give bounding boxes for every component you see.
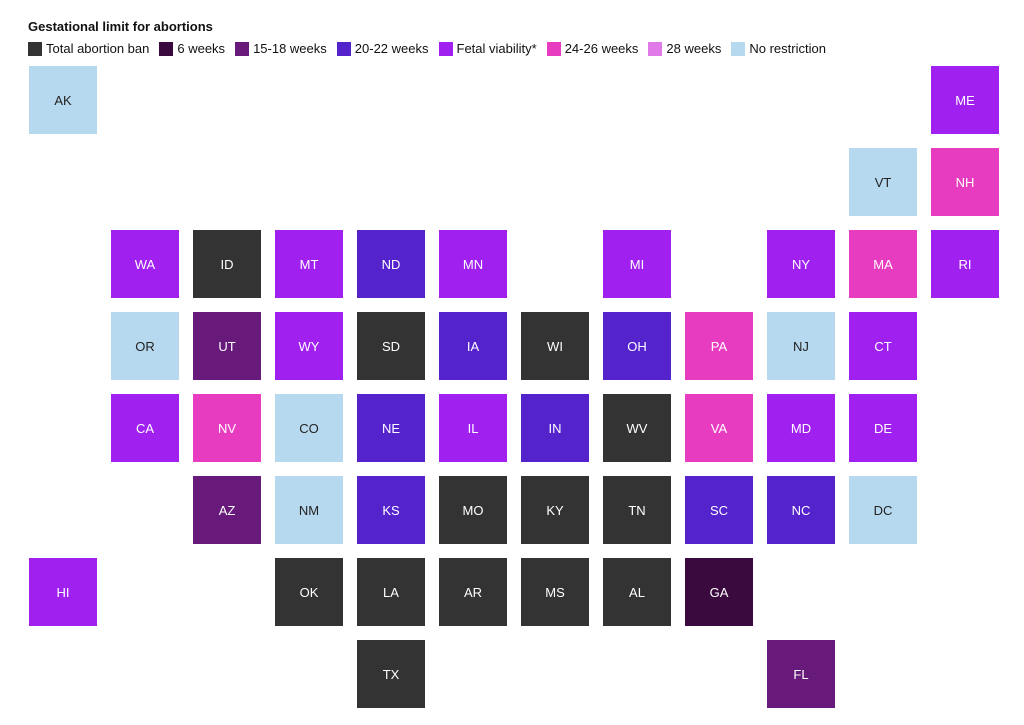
- state-tile-va: VA: [685, 394, 753, 462]
- state-tile-tx: TX: [357, 640, 425, 708]
- legend-swatch-24-26-weeks: [546, 41, 561, 56]
- legend-swatch-fetal-viability: [438, 41, 453, 56]
- state-tile-ia: IA: [439, 312, 507, 380]
- legend-swatch-15-18-weeks: [235, 41, 250, 56]
- state-tile-mt: MT: [275, 230, 343, 298]
- state-tile-nv: NV: [193, 394, 261, 462]
- legend-item-24-26-weeks: 24-26 weeks: [546, 41, 639, 56]
- map-title: Gestational limit for abortions: [28, 19, 213, 34]
- legend-label-20-22-weeks: 20-22 weeks: [354, 41, 429, 56]
- legend-label-no-restriction: No restriction: [749, 41, 826, 56]
- state-tile-fl: FL: [767, 640, 835, 708]
- state-tile-oh: OH: [603, 312, 671, 380]
- state-tile-ms: MS: [521, 558, 589, 626]
- legend-swatch-ban: [28, 41, 42, 56]
- state-tile-il: IL: [439, 394, 507, 462]
- legend-item-ban: Total abortion ban: [28, 41, 149, 56]
- legend-label-ban: Total abortion ban: [46, 41, 150, 56]
- legend-item-28-weeks: 28 weeks: [648, 41, 721, 56]
- state-tile-ut: UT: [193, 312, 261, 380]
- state-tile-la: LA: [357, 558, 425, 626]
- state-tile-ca: CA: [111, 394, 179, 462]
- state-tile-wa: WA: [111, 230, 179, 298]
- state-tile-tn: TN: [603, 476, 671, 544]
- state-tile-ok: OK: [275, 558, 343, 626]
- state-tile-ak: AK: [29, 66, 97, 134]
- state-tile-co: CO: [275, 394, 343, 462]
- state-tile-mi: MI: [603, 230, 671, 298]
- state-tile-wi: WI: [521, 312, 589, 380]
- legend-swatch-28-weeks: [648, 41, 663, 56]
- state-tile-vt: VT: [849, 148, 917, 216]
- state-tile-az: AZ: [193, 476, 261, 544]
- state-tile-nj: NJ: [767, 312, 835, 380]
- legend-label-15-18-weeks: 15-18 weeks: [253, 41, 327, 56]
- state-tile-sc: SC: [685, 476, 753, 544]
- state-tile-ar: AR: [439, 558, 507, 626]
- legend-item-6-weeks: 6 weeks: [159, 41, 225, 56]
- state-tile-sd: SD: [357, 312, 425, 380]
- state-tile-nh: NH: [931, 148, 999, 216]
- legend-label-24-26-weeks: 24-26 weeks: [564, 41, 639, 56]
- state-tile-or: OR: [111, 312, 179, 380]
- legend-swatch-no-restriction: [731, 41, 746, 56]
- state-tile-me: ME: [931, 66, 999, 134]
- state-tile-hi: HI: [29, 558, 97, 626]
- state-tile-de: DE: [849, 394, 917, 462]
- state-tile-ny: NY: [767, 230, 835, 298]
- state-tile-nd: ND: [357, 230, 425, 298]
- state-tile-ky: KY: [521, 476, 589, 544]
- legend-label-6-weeks: 6 weeks: [177, 41, 226, 56]
- legend-swatch-6-weeks: [159, 41, 174, 56]
- state-tile-in: IN: [521, 394, 589, 462]
- state-tile-dc: DC: [849, 476, 917, 544]
- state-tile-nc: NC: [767, 476, 835, 544]
- legend-label-fetal-viability: Fetal viability*: [456, 41, 537, 56]
- state-tile-wv: WV: [603, 394, 671, 462]
- state-tile-id: ID: [193, 230, 261, 298]
- state-tile-ct: CT: [849, 312, 917, 380]
- state-tile-wy: WY: [275, 312, 343, 380]
- state-tile-ne: NE: [357, 394, 425, 462]
- state-tile-mo: MO: [439, 476, 507, 544]
- state-tile-mn: MN: [439, 230, 507, 298]
- legend-item-15-18-weeks: 15-18 weeks: [235, 41, 327, 56]
- legend-item-fetal-viability: Fetal viability*: [438, 41, 537, 56]
- state-tile-md: MD: [767, 394, 835, 462]
- state-tile-nm: NM: [275, 476, 343, 544]
- legend-item-20-22-weeks: 20-22 weeks: [336, 41, 429, 56]
- state-tile-ga: GA: [685, 558, 753, 626]
- state-tile-ri: RI: [931, 230, 999, 298]
- legend-label-28-weeks: 28 weeks: [666, 41, 722, 56]
- state-tile-al: AL: [603, 558, 671, 626]
- legend: Total abortion ban 6 weeks 15-18 weeks 2…: [28, 41, 836, 56]
- legend-swatch-20-22-weeks: [336, 41, 351, 56]
- state-tile-ks: KS: [357, 476, 425, 544]
- state-tile-ma: MA: [849, 230, 917, 298]
- legend-item-no-restriction: No restriction: [731, 41, 826, 56]
- state-tile-pa: PA: [685, 312, 753, 380]
